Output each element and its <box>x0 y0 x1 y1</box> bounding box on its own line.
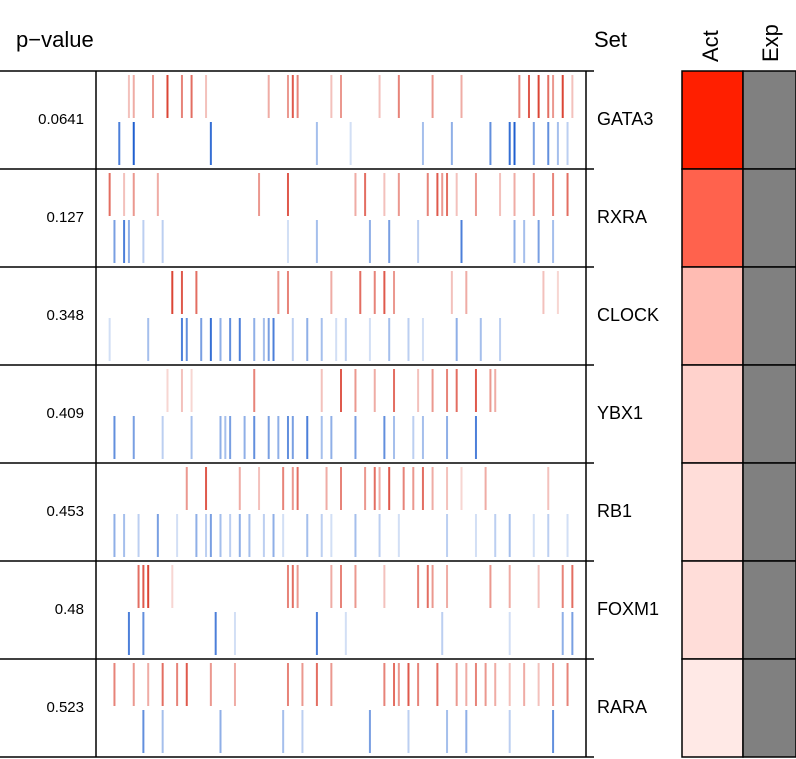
act-cell <box>681 462 744 562</box>
exp-cell <box>742 364 796 464</box>
exp-cell <box>742 462 796 562</box>
act-cell <box>681 70 744 170</box>
exp-cell <box>742 70 796 170</box>
set-label: RARA <box>597 697 648 717</box>
pvalue-label: 0.127 <box>46 209 84 226</box>
act-exp-heatmap <box>681 70 796 758</box>
pvalue-label: 0.523 <box>46 699 84 716</box>
exp-cell <box>742 168 796 268</box>
set-label: YBX1 <box>597 403 644 423</box>
act-cell <box>681 560 744 660</box>
act-cell <box>681 168 744 268</box>
pvalue-label: 0.453 <box>46 503 84 520</box>
pvalue-label: 0.48 <box>54 601 84 618</box>
exp-cell <box>742 560 796 660</box>
set-header: Set <box>594 27 628 52</box>
set-label: FOXM1 <box>597 599 660 619</box>
exp-header: Exp <box>758 24 783 62</box>
act-cell <box>681 266 744 366</box>
plot-frame <box>0 70 594 758</box>
act-cell <box>681 658 744 758</box>
act-header: Act <box>698 30 723 62</box>
exp-cell <box>742 266 796 366</box>
set-label: RB1 <box>597 501 633 521</box>
pvalue-label: 0.0641 <box>38 111 84 128</box>
pvalue-label: 0.348 <box>46 307 84 324</box>
pvalue-label: 0.409 <box>46 405 84 422</box>
barcode-bars <box>108 75 574 753</box>
set-label: CLOCK <box>597 305 660 325</box>
act-cell <box>681 364 744 464</box>
pvalue-header: p−value <box>16 27 94 52</box>
set-label: RXRA <box>597 207 648 227</box>
exp-cell <box>742 658 796 758</box>
set-label: GATA3 <box>597 109 654 129</box>
